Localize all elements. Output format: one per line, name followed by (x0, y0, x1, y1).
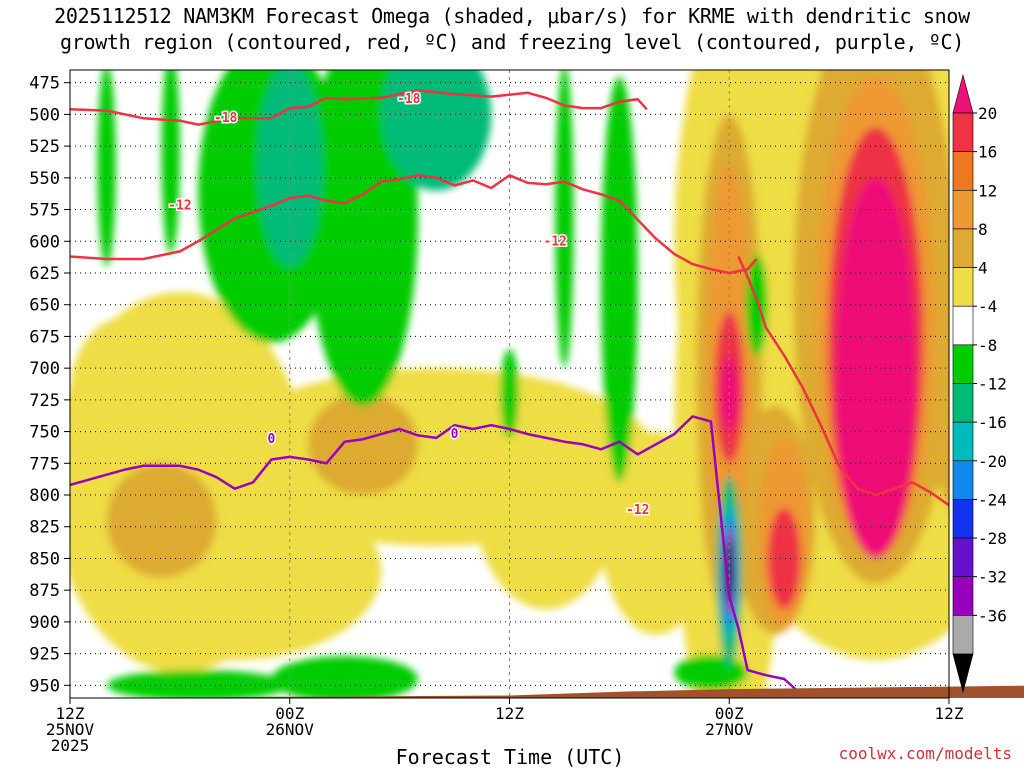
omega-region (97, 70, 116, 267)
y-tick-label: 600 (29, 232, 60, 252)
x-axis-label: Forecast Time (UTC) (396, 745, 625, 768)
colorbar-segment (952, 189, 974, 230)
terrain-fill (70, 685, 1024, 698)
omega-region (601, 76, 638, 483)
colorbar-label: 16 (978, 143, 997, 162)
x-tick-label: 00Z (275, 704, 304, 723)
colorbar-label: 20 (978, 104, 997, 123)
colorbar-label: -8 (978, 336, 997, 355)
colorbar-segment (952, 344, 974, 384)
terrain (70, 685, 1024, 698)
omega-region (930, 355, 949, 508)
colorbar-label: -16 (978, 413, 1007, 432)
y-tick-label: 800 (29, 486, 60, 506)
contour-label: -12 (168, 199, 191, 214)
omega-region (767, 507, 801, 610)
omega-region (1013, 349, 1024, 438)
contour-label: -12 (626, 503, 649, 518)
colorbar-segment (952, 421, 974, 462)
omega-region (308, 393, 418, 496)
colorbar-segment (952, 576, 974, 616)
colorbar-label: 8 (978, 220, 988, 239)
omega-region (472, 380, 620, 610)
colorbar-label: -28 (978, 529, 1007, 548)
y-tick-label: 825 (29, 518, 60, 538)
y-tick-label: 550 (29, 169, 60, 189)
omega-region (381, 70, 492, 191)
colorbar-label: -32 (978, 568, 1007, 587)
y-tick-label: 725 (29, 391, 60, 411)
colorbar-label: 12 (978, 181, 997, 200)
y-tick-label: 900 (29, 613, 60, 633)
y-tick-label: 950 (29, 676, 60, 696)
freezing-contour (70, 415, 804, 697)
contour-label: 0 (451, 427, 459, 442)
y-tick-label: 675 (29, 327, 60, 347)
dendritic-contour (70, 174, 758, 275)
colorbar-label: -4 (978, 297, 997, 316)
y-tick-label: 875 (29, 581, 60, 601)
omega-region (1004, 70, 1024, 159)
x-axis: 12Z25NOV202500Z26NOV12Z00Z27NOV12Z00Z28N… (46, 698, 964, 755)
x-tick-label: 12Z (495, 704, 524, 723)
y-axis: 475 500 525 550 575 600 625 650 675 700 725 750 775 8… (29, 74, 70, 696)
omega-region (106, 670, 290, 698)
y-tick-label: 575 (29, 201, 60, 221)
contour-label: 0 (268, 432, 276, 447)
y-tick-label: 775 (29, 454, 60, 474)
colorbar-label: -24 (978, 490, 1007, 509)
chart-title-line-1: 2025112512 NAM3KM Forecast Omega (shaded… (54, 4, 970, 28)
chart-title-line-2: growth region (contoured, red, ºC) and f… (59, 30, 965, 54)
colorbar-cap-top (952, 73, 974, 114)
y-tick-label: 700 (29, 359, 60, 379)
x-tick-label: 00Z (715, 704, 744, 723)
y-tick-label: 500 (29, 105, 60, 125)
colorbar-segment (952, 383, 974, 423)
y-tick-label: 650 (29, 296, 60, 316)
omega-region (601, 431, 711, 635)
contour-label: -18 (214, 111, 238, 126)
omega-region (70, 317, 180, 470)
colorbar-segment (952, 112, 974, 152)
omega-region (256, 70, 323, 267)
x-tick-label: 25NOV (46, 720, 95, 739)
contour-lines: -18 -18 -12 -12 -12 0 0 (70, 89, 949, 697)
colorbar-label: 4 (978, 259, 988, 278)
y-tick-label: 475 (29, 74, 60, 94)
y-tick-label: 625 (29, 264, 60, 284)
y-tick-label: 750 (29, 423, 60, 443)
x-tick-label: 26NOV (266, 720, 315, 739)
colorbar-segment (952, 267, 974, 307)
omega-region (106, 463, 217, 578)
y-tick-label: 850 (29, 549, 60, 569)
omega-region (161, 70, 180, 254)
colorbar-segment (952, 228, 974, 268)
contour-label: -18 (397, 92, 421, 107)
colorbar-label: -12 (978, 375, 1007, 394)
y-tick-label: 925 (29, 645, 60, 665)
x-tick-label: 2025 (51, 736, 90, 755)
colorbar-segment (952, 305, 974, 346)
contour-label: -12 (544, 234, 567, 249)
omega-region (555, 70, 574, 369)
credit-text: coolwx.com/modelts (838, 744, 1012, 763)
colorbar-cap-bottom (952, 653, 974, 694)
colorbar-segment (952, 537, 974, 578)
x-tick-label: 27NOV (705, 720, 754, 739)
colorbar-segment (952, 499, 974, 539)
y-tick-label: 525 (29, 137, 60, 157)
colorbar-segment (952, 460, 974, 500)
colorbar-segment (952, 151, 974, 191)
colorbar-label: -20 (978, 452, 1007, 471)
colorbar-segment (952, 615, 974, 655)
omega-region (271, 656, 418, 698)
x-tick-label: 12Z (56, 704, 85, 723)
colorbar: 20 16 12 8 4 -4 -8 -12 -16 -20 -24 -28 -32 -36 (952, 73, 1007, 694)
colorbar-label: -36 (978, 606, 1007, 625)
dendritic-contour (70, 89, 648, 126)
omega-region (745, 253, 768, 356)
dendritic-contour (737, 255, 949, 507)
x-tick-label: 12Z (935, 704, 964, 723)
